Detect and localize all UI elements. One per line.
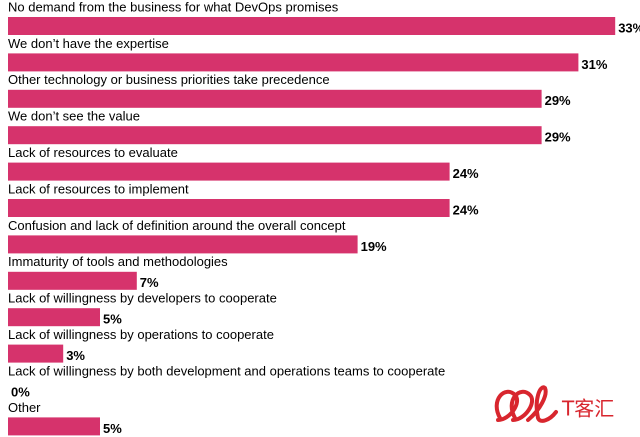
bar — [8, 53, 579, 72]
category-label: Confusion and lack of definition around … — [8, 218, 346, 233]
value-label: 24% — [453, 166, 479, 181]
category-label: Immaturity of tools and methodologies — [8, 254, 228, 269]
category-label: Other technology or business priorities … — [8, 72, 330, 87]
category-label: We don’t see the value — [8, 109, 140, 124]
watermark-logo: T客汇 — [494, 385, 614, 423]
category-label: No demand from the business for what Dev… — [8, 0, 339, 14]
category-label: Lack of willingness by operations to coo… — [8, 327, 274, 342]
value-label: 33% — [618, 20, 640, 35]
logo-shape — [494, 385, 558, 423]
bar — [8, 89, 542, 108]
bar — [8, 344, 64, 363]
bar — [8, 126, 542, 145]
value-label: 29% — [545, 130, 571, 145]
category-label: Lack of willingness by both development … — [8, 363, 445, 378]
category-label: Lack of resources to evaluate — [8, 145, 178, 160]
category-label: Other — [8, 400, 41, 415]
value-label: 5% — [103, 312, 122, 327]
watermark-text: T客汇 — [561, 397, 614, 421]
value-label: 29% — [545, 93, 571, 108]
bar — [8, 417, 100, 436]
value-label: 31% — [581, 57, 607, 72]
value-label: 3% — [66, 348, 85, 363]
category-label: Lack of willingness by developers to coo… — [8, 291, 277, 306]
bar — [8, 17, 616, 35]
value-label: 19% — [361, 239, 387, 254]
bar — [8, 162, 450, 181]
value-label: 0% — [11, 384, 30, 399]
bar — [8, 308, 100, 327]
value-label: 24% — [453, 202, 479, 217]
bar — [8, 235, 358, 254]
value-label: 7% — [140, 275, 159, 290]
bar — [8, 271, 137, 290]
category-label: Lack of resources to implement — [8, 181, 189, 196]
value-label: 5% — [103, 421, 122, 436]
category-label: We don’t have the expertise — [8, 36, 169, 51]
bar — [8, 199, 450, 217]
